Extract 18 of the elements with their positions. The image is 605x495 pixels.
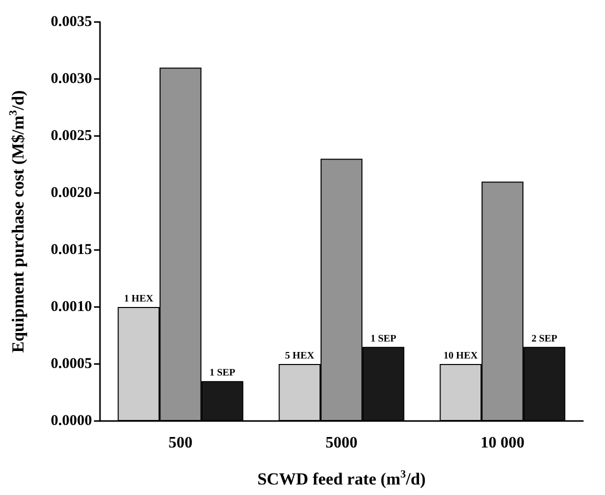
x-tick-label: 5000 — [326, 434, 358, 452]
x-tick-label: 10 000 — [480, 434, 524, 452]
annotation: 2 SEP — [531, 333, 558, 344]
x-tick-label: 500 — [168, 434, 192, 452]
y-tick-label: 0.0020 — [50, 185, 92, 201]
y-tick-label: 0.0015 — [50, 242, 92, 258]
annotation: 1 HEX — [124, 294, 154, 304]
y-tick-label: 0.0025 — [50, 128, 92, 144]
y-tick-label: 0.0030 — [50, 71, 92, 87]
y-tick-label: 0.0000 — [50, 413, 92, 429]
y-axis-title: Equipment purchase cost (M$/m3/d) — [8, 90, 28, 353]
annotation: 5 HEX — [285, 350, 315, 362]
y-tick-label: 0.0035 — [50, 14, 92, 30]
y-tick-label: 0.0010 — [50, 299, 92, 315]
annotation: 10 HEX — [444, 350, 478, 362]
annotation: 1 SEP — [370, 333, 396, 344]
y-tick-label: 0.0005 — [50, 356, 92, 372]
annotation: 1 SEP — [209, 368, 236, 379]
